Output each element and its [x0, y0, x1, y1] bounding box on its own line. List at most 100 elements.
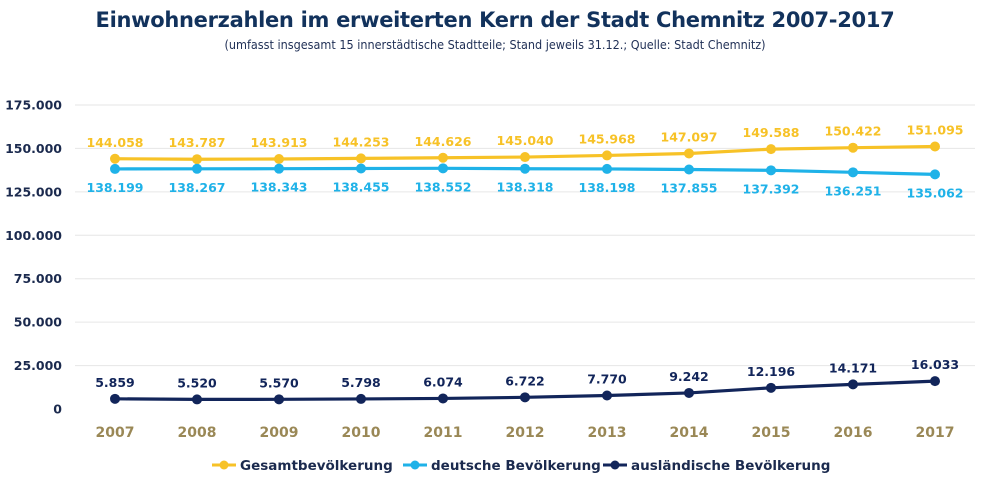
data-point — [438, 393, 448, 404]
data-point — [848, 167, 858, 178]
legend-swatch-marker — [610, 460, 620, 470]
data-point — [356, 393, 366, 404]
x-tick-label: 2017 — [916, 425, 955, 441]
data-label: 138.198 — [579, 180, 636, 195]
data-point — [110, 393, 120, 404]
y-tick-label: 125.000 — [5, 184, 62, 199]
data-point — [602, 150, 612, 161]
data-label: 138.318 — [497, 180, 554, 195]
legend-swatch-marker — [410, 460, 420, 470]
data-point — [520, 392, 530, 403]
data-point — [192, 154, 202, 165]
y-tick-label: 75.000 — [14, 271, 63, 286]
data-label: 149.588 — [743, 125, 800, 140]
data-point — [848, 142, 858, 153]
data-point — [766, 144, 776, 155]
data-point — [110, 163, 120, 174]
data-point — [192, 163, 202, 174]
data-point — [356, 163, 366, 174]
y-tick-label: 175.000 — [5, 98, 62, 113]
data-point — [684, 387, 694, 398]
data-point — [930, 376, 940, 387]
data-point — [930, 169, 940, 180]
data-label: 136.251 — [825, 183, 882, 198]
data-point — [766, 165, 776, 176]
legend-entry: deutsche Bevölkerung — [403, 458, 601, 474]
data-point — [848, 379, 858, 390]
series-layer: 144.058 143.787 143.913 144.253 144.626 145.0… — [87, 123, 964, 405]
x-tick-label: 2015 — [752, 425, 791, 441]
y-tick-label: 150.000 — [5, 141, 62, 156]
legend-label: ausländische Bevölkerung — [631, 458, 830, 474]
data-point — [602, 390, 612, 401]
data-label: 5.570 — [259, 375, 299, 390]
legend-entry: ausländische Bevölkerung — [603, 458, 830, 474]
data-label: 135.062 — [907, 185, 964, 200]
series-3: 5.859 5.520 5.570 5.798 6.074 6.722 7.770 9.242… — [95, 357, 959, 405]
data-point — [274, 394, 284, 405]
grid-lines — [75, 104, 975, 367]
data-label: 138.343 — [251, 180, 308, 195]
data-label: 5.859 — [95, 375, 135, 390]
data-point — [520, 152, 530, 163]
data-point — [192, 394, 202, 405]
data-point — [930, 141, 940, 152]
x-tick-label: 2016 — [834, 425, 873, 441]
data-point — [684, 148, 694, 159]
x-tick-label: 2010 — [342, 425, 381, 441]
x-tick-label: 2007 — [96, 425, 135, 441]
data-label: 147.097 — [661, 129, 718, 144]
legend-label: Gesamtbevölkerung — [240, 458, 393, 474]
data-label: 144.626 — [415, 134, 472, 149]
data-point — [766, 382, 776, 393]
data-label: 138.199 — [87, 180, 144, 195]
data-label: 14.171 — [829, 360, 877, 375]
data-label: 144.253 — [333, 134, 390, 149]
x-tick-label: 2011 — [424, 425, 463, 441]
data-point — [520, 163, 530, 174]
data-label: 6.722 — [505, 373, 545, 388]
x-tick-label: 2013 — [588, 425, 627, 441]
data-point — [684, 164, 694, 175]
series-1: 144.058 143.787 143.913 144.253 144.626 145.0… — [87, 123, 964, 165]
legend-label: deutsche Bevölkerung — [431, 458, 601, 474]
data-label: 5.798 — [341, 375, 381, 390]
x-tick-label: 2008 — [178, 425, 217, 441]
chart-subtitle: (umfasst insgesamt 15 innerstädtische St… — [224, 37, 766, 52]
data-label: 7.770 — [587, 372, 627, 387]
data-label: 143.787 — [169, 135, 226, 150]
data-point — [274, 163, 284, 174]
x-tick-label: 2012 — [506, 425, 545, 441]
data-label: 9.242 — [669, 369, 709, 384]
data-label: 16.033 — [911, 357, 959, 372]
data-label: 145.968 — [579, 131, 636, 146]
data-label: 137.855 — [661, 181, 718, 196]
data-label: 5.520 — [177, 375, 217, 390]
data-point — [110, 153, 120, 164]
series-2: 138.199 138.267 138.343 138.455 138.552 138.3… — [87, 163, 964, 200]
y-axis: 0 25.000 50.000 75.000 100.000 125.000 150.000… — [5, 98, 62, 417]
data-label: 144.058 — [87, 135, 144, 150]
data-point — [438, 163, 448, 174]
chart-title: Einwohnerzahlen im erweiterten Kern der … — [95, 8, 895, 32]
data-label: 12.196 — [747, 364, 796, 379]
data-point — [602, 163, 612, 174]
legend-swatch-marker — [219, 460, 229, 470]
data-label: 137.392 — [743, 181, 800, 196]
x-tick-label: 2014 — [670, 425, 709, 441]
data-label: 138.267 — [169, 180, 226, 195]
data-point — [274, 154, 284, 165]
data-label: 150.422 — [825, 124, 882, 139]
legend-entry: Gesamtbevölkerung — [212, 458, 393, 474]
x-axis: 2007 2008 2009 2010 2011 2012 2013 2014 2015 2016… — [96, 425, 955, 441]
y-tick-label: 50.000 — [14, 315, 63, 330]
data-label: 151.095 — [907, 123, 964, 138]
data-label: 6.074 — [423, 374, 463, 389]
x-tick-label: 2009 — [260, 425, 299, 441]
y-tick-label: 25.000 — [14, 358, 63, 373]
data-label: 138.455 — [333, 179, 390, 194]
y-tick-label: 0 — [53, 402, 62, 417]
data-label: 143.913 — [251, 135, 308, 150]
data-label: 145.040 — [497, 133, 554, 148]
